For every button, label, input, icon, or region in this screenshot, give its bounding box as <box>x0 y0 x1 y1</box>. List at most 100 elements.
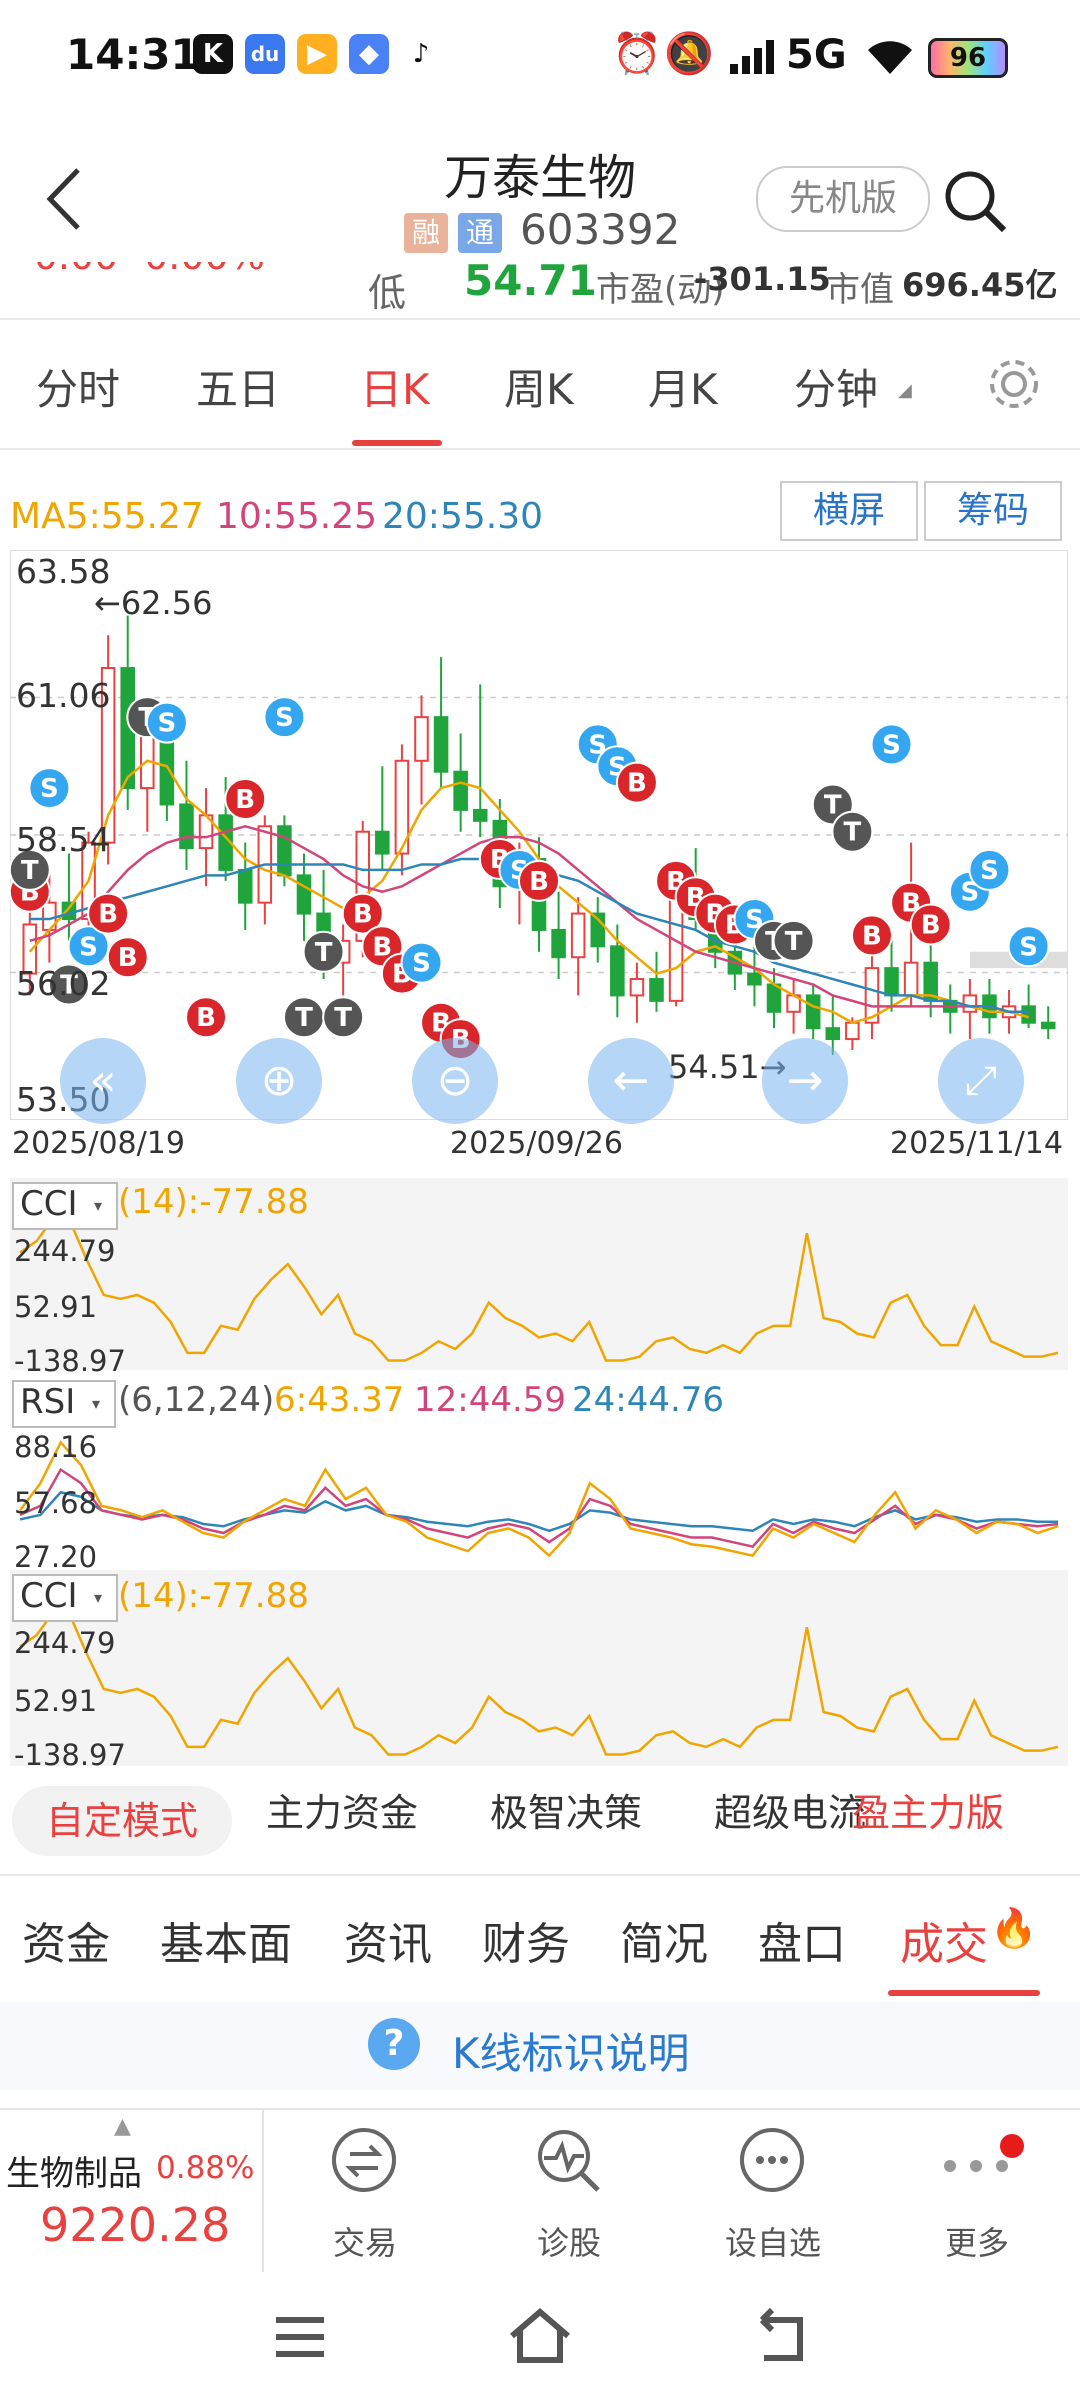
rsi-chart[interactable] <box>10 1418 1068 1568</box>
cci-chart-2[interactable] <box>10 1604 1068 1764</box>
signal-label: B <box>196 1003 216 1033</box>
signal-label: T <box>315 938 333 968</box>
candle-body <box>433 716 449 773</box>
home-icon[interactable] <box>506 2306 574 2366</box>
y-axis-label: 56.02 <box>16 964 111 1003</box>
tab-news[interactable]: 资讯 <box>344 1919 432 1970</box>
cci-selector-2[interactable]: CCI ▾ <box>12 1574 118 1622</box>
diagnose-button[interactable]: 诊股 <box>504 2110 634 2270</box>
tab-timeshare[interactable]: 分时 <box>36 365 121 414</box>
signal-t-marker <box>47 963 90 1006</box>
rsi-selector[interactable]: RSI ▾ <box>12 1380 116 1428</box>
dropdown-arrow-icon: ▾ <box>92 1394 101 1413</box>
diagnose-label: 诊股 <box>536 2224 601 2262</box>
cap-label: 市值 <box>826 270 894 310</box>
candle-body <box>159 732 175 806</box>
pro-mode-button[interactable]: 先机版 <box>756 166 930 232</box>
tab-fundamentals[interactable]: 基本面 <box>160 1919 292 1970</box>
rsi-axis-label: 88.16 <box>14 1430 98 1464</box>
rsi24-value: 24:44.76 <box>572 1380 725 1420</box>
app-browser-icon: ◆ <box>349 34 389 74</box>
margin-tag: 融 <box>404 213 448 253</box>
tab-daily-k[interactable]: 日K <box>360 365 430 414</box>
signal-t-marker <box>10 848 51 891</box>
stock-code: 603392 <box>520 205 681 254</box>
cap-value: 696.45亿 <box>902 266 1058 304</box>
low-value: 54.71 <box>464 262 597 305</box>
tab-order-book[interactable]: 盘口 <box>758 1919 846 1970</box>
chips-button[interactable]: 筹码 <box>924 481 1062 541</box>
candle-body <box>296 874 312 915</box>
signal-label: S <box>980 856 999 886</box>
menu-icon[interactable] <box>272 2312 328 2362</box>
cci-line <box>19 1216 1059 1362</box>
mode-custom[interactable]: 自定模式 <box>12 1786 232 1856</box>
signal-b-marker <box>518 859 560 902</box>
cci-value: (14):-77.88 <box>118 1182 309 1222</box>
search-icon[interactable] <box>940 166 1010 236</box>
status-time: 14:31 <box>66 30 200 79</box>
divider <box>0 448 1080 450</box>
tab-trades[interactable]: 成交 <box>900 1919 988 1970</box>
candle-body <box>747 972 762 986</box>
signal-label: B <box>98 900 118 930</box>
mode-profit-main[interactable]: 盈主力版 <box>852 1791 1005 1835</box>
back-icon[interactable] <box>44 166 84 232</box>
fullscreen-icon[interactable]: ⤢ <box>938 1038 1024 1124</box>
back-nav-icon[interactable] <box>752 2306 812 2366</box>
cci-axis-label: 52.91 <box>14 1290 98 1324</box>
signal-label: S <box>40 774 59 804</box>
active-tab-underline <box>352 440 442 446</box>
tab-five-day[interactable]: 五日 <box>196 365 281 414</box>
cci-panel-2 <box>10 1570 1068 1766</box>
kline-legend-bar[interactable] <box>0 2002 1080 2090</box>
scroll-left-fast-icon[interactable]: « <box>60 1038 146 1124</box>
pe-label: 市盈(动) <box>596 270 725 310</box>
low-label: 低 <box>368 271 407 315</box>
tab-profile[interactable]: 简况 <box>620 1919 708 1970</box>
mode-main-funds[interactable]: 主力资金 <box>266 1791 419 1835</box>
signal-label: B <box>921 910 941 940</box>
candle-body <box>864 967 880 1024</box>
ma5-line <box>28 759 1029 1025</box>
mode-super-current[interactable]: 超级电流 <box>714 1791 867 1835</box>
signal-label: T <box>785 927 803 957</box>
candle-body <box>237 868 253 904</box>
kline-legend-link[interactable]: K线标识说明 <box>452 2029 690 2078</box>
trade-button[interactable]: 交易 <box>300 2110 430 2270</box>
tab-minute[interactable]: 分钟 <box>794 365 879 414</box>
zoom-in-icon[interactable]: ⊕ <box>236 1038 322 1124</box>
landscape-button[interactable]: 横屏 <box>780 481 918 541</box>
signal-icon <box>730 40 774 74</box>
tab-weekly-k[interactable]: 周K <box>504 365 574 414</box>
tab-finance[interactable]: 财务 <box>482 1919 570 1970</box>
signal-s-marker <box>968 848 1011 891</box>
settings-gear-icon[interactable] <box>986 356 1042 412</box>
cci-selector[interactable]: CCI ▾ <box>12 1182 118 1230</box>
signal-label: B <box>862 921 882 951</box>
more-button[interactable]: 更多 <box>912 2110 1042 2270</box>
mode-smart-decision[interactable]: 极智决策 <box>490 1791 643 1835</box>
zoom-out-icon[interactable]: ⊖ <box>412 1038 498 1124</box>
tab-monthly-k[interactable]: 月K <box>648 365 718 414</box>
signal-b-marker <box>224 777 267 820</box>
signal-s-marker <box>67 925 110 968</box>
tab-funds[interactable]: 资金 <box>22 1919 110 1970</box>
candle-body <box>845 1021 860 1041</box>
signal-b-marker <box>106 936 149 979</box>
y-axis-label: 63.58 <box>16 552 111 591</box>
sector-index-box[interactable]: ▲ 生物制品 0.88% 9220.28 <box>0 2110 264 2272</box>
sector-change: 0.88% <box>156 2150 255 2186</box>
signal-label: S <box>1019 932 1038 962</box>
cci-line <box>19 1610 1059 1756</box>
candle-body <box>414 716 429 762</box>
candlestick-chart[interactable]: BTSTSBBTSBBSTTTBBBSBBBSBSSBBBBBSTTTTBSBB… <box>10 550 1068 1120</box>
scroll-right-icon[interactable]: → <box>762 1038 848 1124</box>
add-watchlist-button[interactable]: 设自选 <box>708 2110 838 2270</box>
candle-body <box>570 912 586 959</box>
signal-s-marker <box>870 723 913 766</box>
signal-s-marker <box>400 941 443 984</box>
cci-chart[interactable] <box>10 1210 1068 1370</box>
scroll-left-icon[interactable]: ← <box>588 1038 674 1124</box>
network-type: 5G <box>786 32 847 78</box>
